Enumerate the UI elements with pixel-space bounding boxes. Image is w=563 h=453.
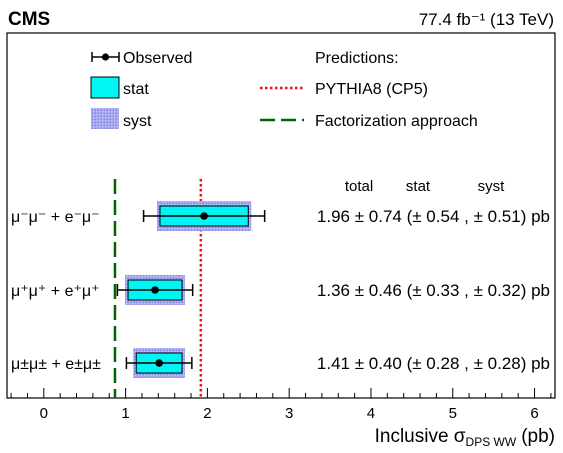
legend-pythia-label: PYTHIA8 (CP5) — [315, 81, 428, 98]
channel-row: μ⁺μ⁺ + e⁺μ⁺ 1.36 ± 0.46 (± 0.33 , ± 0.32)… — [11, 275, 550, 305]
column-header-syst: syst — [478, 178, 506, 195]
channel-label: μ⁻μ⁻ + e⁻μ⁻ — [11, 209, 100, 226]
x-tick-label: 4 — [367, 405, 375, 422]
luminosity-label: 77.4 fb⁻¹ (13 TeV) — [419, 10, 554, 29]
x-tick-label: 6 — [530, 405, 538, 422]
x-tick-label: 1 — [121, 405, 129, 422]
legend-syst-swatch — [91, 108, 119, 129]
channel-result-text: 1.41 ± 0.40 (± 0.28 , ± 0.28) pb — [317, 354, 550, 373]
observed-point — [155, 359, 163, 367]
column-header-total: total — [345, 178, 373, 195]
channel-result-text: 1.96 ± 0.74 (± 0.54 , ± 0.51) pb — [317, 207, 550, 226]
x-axis-title-main: Inclusive σ — [375, 426, 466, 447]
channel-row: μ⁻μ⁻ + e⁻μ⁻ 1.96 ± 0.74 (± 0.54 , ± 0.51)… — [11, 201, 550, 231]
legend-observed-label: Observed — [123, 50, 192, 67]
legend-predictions-title: Predictions: — [315, 50, 399, 67]
channel-row: μ±μ± + e±μ± 1.41 ± 0.40 (± 0.28 , ± 0.28)… — [11, 348, 550, 378]
x-axis-title: Inclusive σDPS WW (pb) — [375, 426, 555, 449]
channel-label: μ±μ± + e±μ± — [11, 356, 101, 373]
legend-syst-label: syst — [123, 113, 152, 130]
x-tick-label: 3 — [285, 405, 293, 422]
plot-frame — [6, 32, 556, 399]
observed-point — [151, 286, 159, 294]
experiment-label: CMS — [8, 9, 50, 30]
legend-stat-swatch — [90, 76, 120, 99]
x-tick-label: 5 — [449, 405, 457, 422]
x-axis: 0 1 2 3 4 5 6 — [10, 388, 552, 422]
column-header-stat: stat — [406, 178, 431, 195]
channel-label: μ⁺μ⁺ + e⁺μ⁺ — [11, 283, 100, 300]
legend: Observed stat syst Predictions: PYTHIA8 … — [90, 50, 478, 130]
x-tick-label: 0 — [40, 405, 48, 422]
channel-result-text: 1.36 ± 0.46 (± 0.33 , ± 0.32) pb — [317, 281, 550, 300]
legend-stat-label: stat — [123, 81, 149, 98]
x-axis-title-subscript: DPS WW — [466, 435, 517, 449]
legend-factorization-label: Factorization approach — [315, 113, 478, 130]
x-axis-title-unit: (pb) — [521, 426, 555, 447]
legend-observed-marker — [91, 52, 120, 62]
x-tick-label: 2 — [203, 405, 211, 422]
channel-results: μ⁻μ⁻ + e⁻μ⁻ 1.96 ± 0.74 (± 0.54 , ± 0.51)… — [11, 201, 550, 378]
observed-point — [200, 212, 208, 220]
